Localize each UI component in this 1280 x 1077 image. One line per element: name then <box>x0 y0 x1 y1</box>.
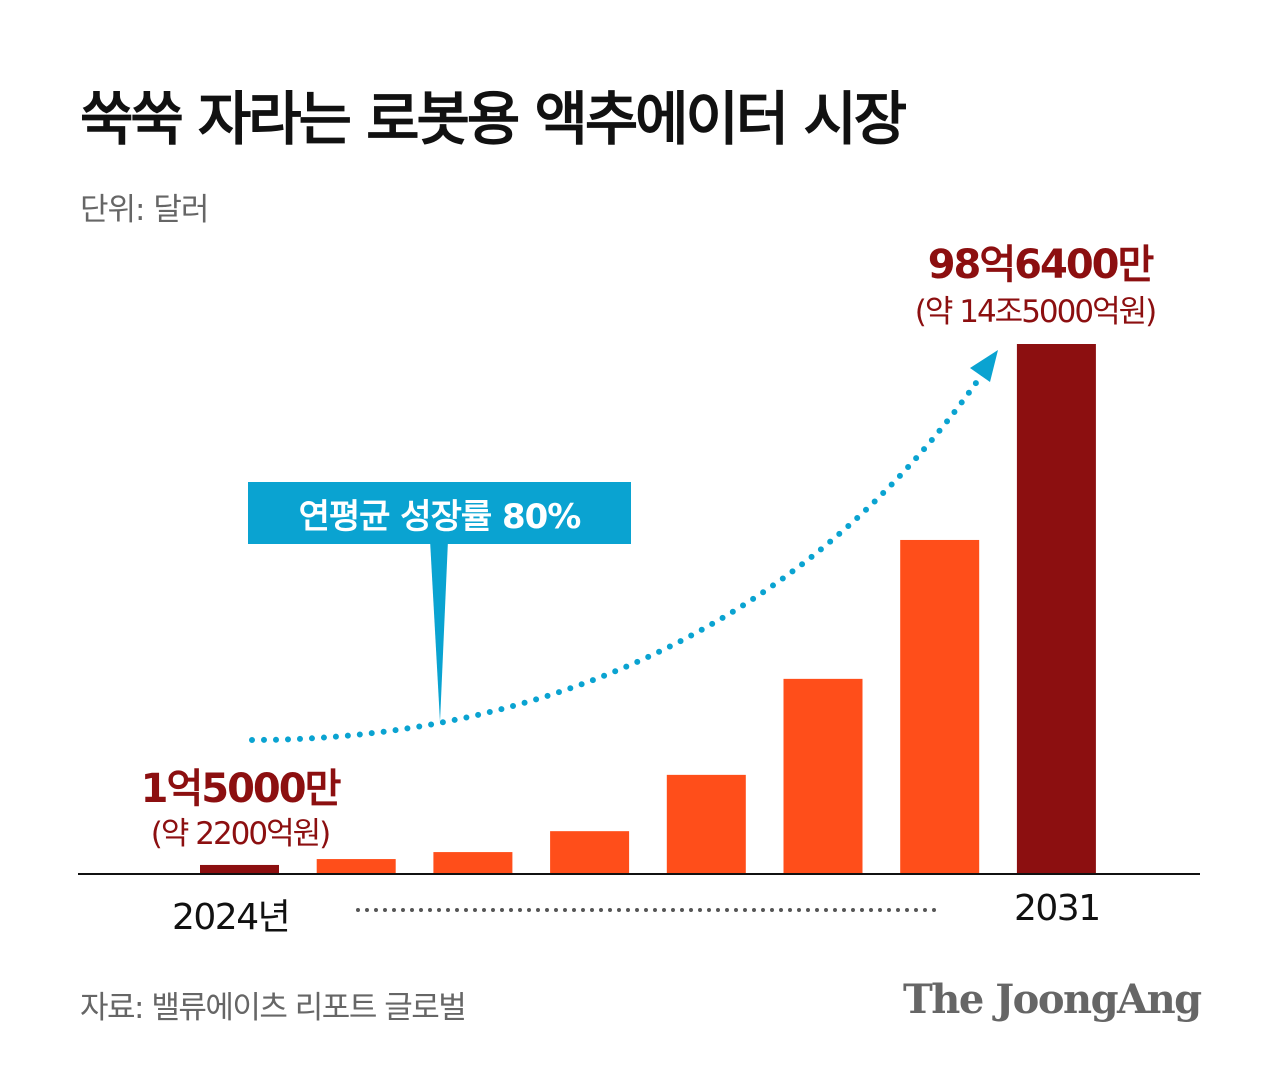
bar-2027 <box>550 831 630 873</box>
source-note: 자료: 밸류에이츠 리포트 글로벌 <box>80 990 467 1026</box>
growth-rate-callout: 연평균 성장률 80% <box>248 482 631 544</box>
chart-title: 쑥쑥 자라는 로봇용 액추에이터 시장 <box>80 85 907 153</box>
callout-pointer <box>430 540 448 722</box>
unit-label: 단위: 달러 <box>80 192 209 228</box>
bar-2025 <box>316 859 396 873</box>
bar-2028 <box>666 774 746 873</box>
arrow-head-icon <box>970 350 998 382</box>
first-value-label: 1억5000만 <box>140 766 342 812</box>
bar-2029 <box>783 678 863 873</box>
growth-trend-curve <box>249 367 988 743</box>
last-value-label: 98억6400만 <box>927 242 1155 288</box>
last-value-sublabel: (약 14조5000억원) <box>914 294 1157 330</box>
x-tick-last: 2031 <box>1014 888 1101 929</box>
bar-2026 <box>433 852 513 873</box>
first-value-sublabel: (약 2200억원) <box>150 816 332 852</box>
x-tick-first: 2024년 <box>172 897 291 938</box>
bar-2030 <box>900 539 980 873</box>
bar-2024 <box>200 864 279 873</box>
bar-2031 <box>1016 344 1096 873</box>
publisher-logo: The JoongAng <box>903 976 1202 1023</box>
